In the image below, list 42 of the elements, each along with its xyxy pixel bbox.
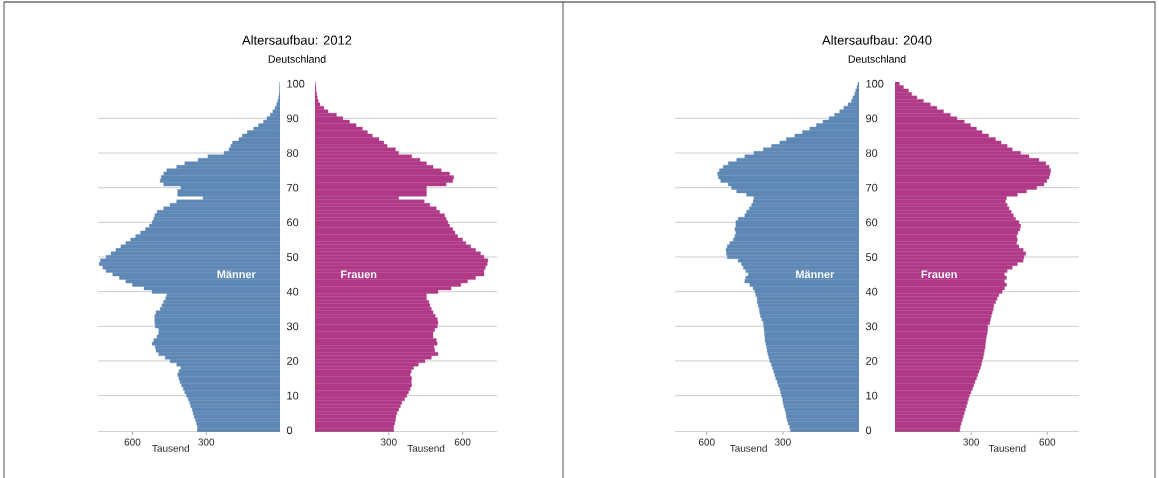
- y-tick-label: 50: [286, 253, 299, 261]
- y-tick-label: 40: [286, 287, 299, 296]
- chart-title: Altersaufbau: 2040: [822, 35, 932, 45]
- y-tick-label: 10: [866, 391, 878, 400]
- x-tick-label: 600: [124, 438, 141, 446]
- y-tick-label: 0: [865, 426, 872, 435]
- chart-title: Altersaufbau: 2012: [242, 35, 352, 45]
- y-tick-label: 60: [866, 218, 878, 227]
- chart-subtitle: Deutschland: [268, 55, 326, 63]
- y-tick-label: 90: [866, 114, 878, 123]
- chart-subtitle: Deutschland: [848, 55, 906, 63]
- series-label: Männer: [796, 270, 835, 279]
- y-tick-label: 20: [866, 357, 878, 365]
- y-tick-label: 80: [286, 149, 299, 157]
- y-tick-label: 30: [286, 322, 299, 331]
- y-tick-label: 70: [866, 183, 878, 192]
- x-tick-label: 300: [198, 438, 215, 446]
- series-label: Frauen: [341, 270, 377, 279]
- y-tick-label: 50: [865, 253, 878, 261]
- x-axis-title: Tausend: [729, 444, 767, 452]
- x-tick-label: 600: [1039, 438, 1056, 446]
- y-tick-label: 10: [287, 391, 299, 400]
- x-axis-title: Tausend: [152, 444, 189, 452]
- x-tick-label: 600: [454, 438, 471, 446]
- x-tick-label: 300: [963, 438, 980, 446]
- x-tick-label: 300: [380, 438, 397, 446]
- y-tick-label: 90: [287, 114, 299, 123]
- y-tick-label: 0: [286, 426, 293, 435]
- series-label: Männer: [217, 270, 256, 279]
- y-tick-label: 70: [287, 183, 299, 192]
- y-tick-label: 40: [865, 287, 878, 296]
- y-tick-label: 60: [287, 218, 299, 227]
- x-axis-title: Tausend: [988, 444, 1026, 452]
- x-axis-title: Tausend: [407, 444, 445, 452]
- y-tick-label: 20: [287, 357, 299, 365]
- x-tick-label: 600: [698, 438, 715, 446]
- series-label: Frauen: [921, 270, 957, 279]
- y-tick-label: 80: [866, 149, 878, 157]
- y-tick-label: 100: [287, 79, 305, 88]
- x-tick-label: 300: [774, 438, 791, 446]
- y-tick-label: 100: [866, 79, 884, 88]
- y-tick-label: 30: [865, 322, 878, 331]
